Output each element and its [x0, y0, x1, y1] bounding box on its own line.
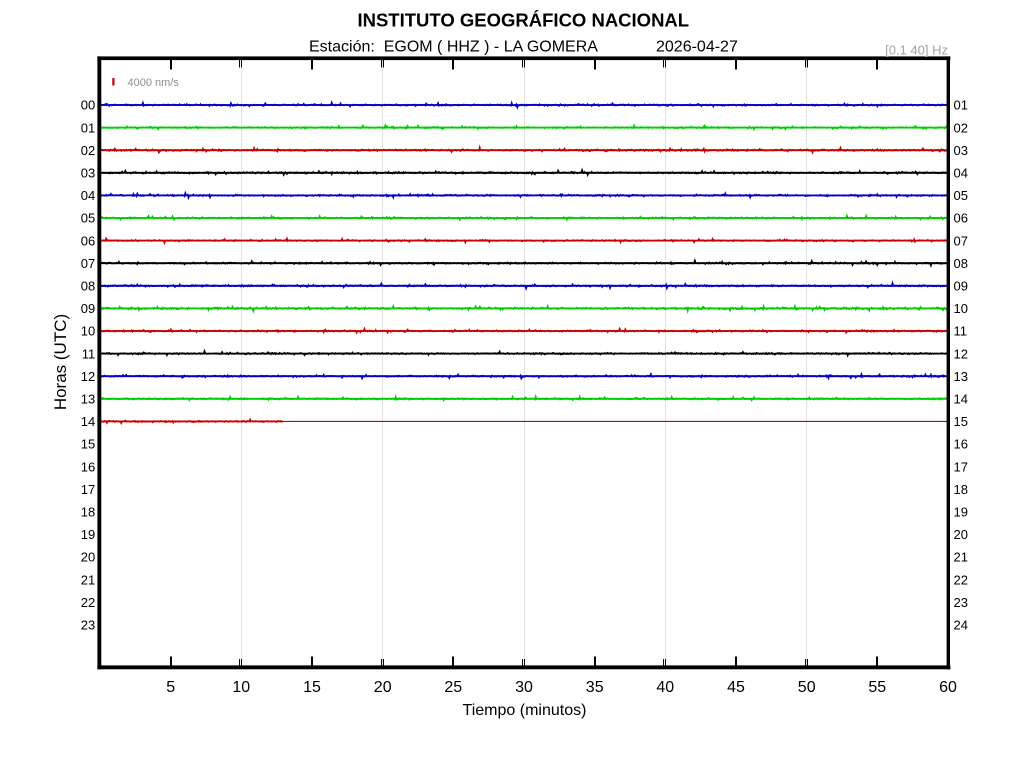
svg-text:06: 06 — [954, 211, 968, 226]
svg-text:20: 20 — [81, 550, 95, 565]
svg-text:13: 13 — [954, 369, 968, 384]
svg-text:03: 03 — [81, 166, 95, 181]
svg-text:16: 16 — [81, 459, 95, 474]
svg-text:19: 19 — [81, 527, 95, 542]
svg-text:14: 14 — [81, 414, 95, 429]
svg-text:16: 16 — [954, 437, 968, 452]
svg-text:17: 17 — [81, 482, 95, 497]
svg-text:04: 04 — [81, 188, 95, 203]
svg-text:08: 08 — [81, 279, 95, 294]
svg-text:14: 14 — [954, 392, 968, 407]
svg-text:10: 10 — [954, 301, 968, 316]
svg-text:Estación: EGOM ( HHZ ) - LA G: Estación: EGOM ( HHZ ) - LA GOMERA — [309, 39, 598, 56]
svg-text:15: 15 — [303, 679, 321, 696]
svg-text:01: 01 — [81, 120, 95, 135]
svg-text:01: 01 — [954, 98, 968, 113]
svg-text:22: 22 — [81, 595, 95, 610]
svg-text:02: 02 — [954, 120, 968, 135]
svg-text:04: 04 — [954, 166, 968, 181]
svg-text:50: 50 — [798, 679, 816, 696]
svg-text:21: 21 — [954, 550, 968, 565]
svg-text:09: 09 — [954, 279, 968, 294]
svg-text:12: 12 — [81, 369, 95, 384]
svg-text:55: 55 — [868, 679, 886, 696]
svg-text:13: 13 — [81, 392, 95, 407]
svg-text:30: 30 — [515, 679, 533, 696]
svg-text:[0.1 40] Hz: [0.1 40] Hz — [885, 43, 948, 58]
svg-text:10: 10 — [81, 324, 95, 339]
svg-text:23: 23 — [81, 618, 95, 633]
svg-text:INSTITUTO GEOGRÁFICO NACIONAL: INSTITUTO GEOGRÁFICO NACIONAL — [357, 10, 689, 31]
svg-text:40: 40 — [656, 679, 674, 696]
svg-text:21: 21 — [81, 572, 95, 587]
svg-text:45: 45 — [727, 679, 745, 696]
svg-text:11: 11 — [954, 324, 968, 339]
svg-text:17: 17 — [954, 459, 968, 474]
svg-text:07: 07 — [81, 256, 95, 271]
svg-text:12: 12 — [954, 346, 968, 361]
svg-text:18: 18 — [954, 482, 968, 497]
svg-text:07: 07 — [954, 233, 968, 248]
svg-text:15: 15 — [954, 414, 968, 429]
svg-text:02: 02 — [81, 143, 95, 158]
svg-text:24: 24 — [954, 618, 968, 633]
svg-text:10: 10 — [232, 679, 250, 696]
svg-text:Horas (UTC): Horas (UTC) — [51, 314, 70, 410]
svg-text:05: 05 — [81, 211, 95, 226]
svg-text:25: 25 — [444, 679, 462, 696]
svg-text:35: 35 — [586, 679, 604, 696]
svg-text:11: 11 — [82, 346, 96, 361]
svg-text:5: 5 — [166, 679, 175, 696]
svg-text:08: 08 — [954, 256, 968, 271]
svg-text:60: 60 — [939, 679, 957, 696]
svg-text:19: 19 — [954, 505, 968, 520]
svg-text:20: 20 — [374, 679, 392, 696]
svg-text:2026-04-27: 2026-04-27 — [656, 39, 738, 56]
svg-text:06: 06 — [81, 233, 95, 248]
svg-text:03: 03 — [954, 143, 968, 158]
svg-text:18: 18 — [81, 505, 95, 520]
svg-text:00: 00 — [81, 98, 95, 113]
svg-text:20: 20 — [954, 527, 968, 542]
svg-text:Tiempo (minutos): Tiempo (minutos) — [463, 702, 587, 719]
svg-text:22: 22 — [954, 572, 968, 587]
svg-text:4000 nm/s: 4000 nm/s — [128, 77, 180, 89]
svg-text:15: 15 — [81, 437, 95, 452]
svg-text:09: 09 — [81, 301, 95, 316]
svg-text:23: 23 — [954, 595, 968, 610]
svg-text:05: 05 — [954, 188, 968, 203]
